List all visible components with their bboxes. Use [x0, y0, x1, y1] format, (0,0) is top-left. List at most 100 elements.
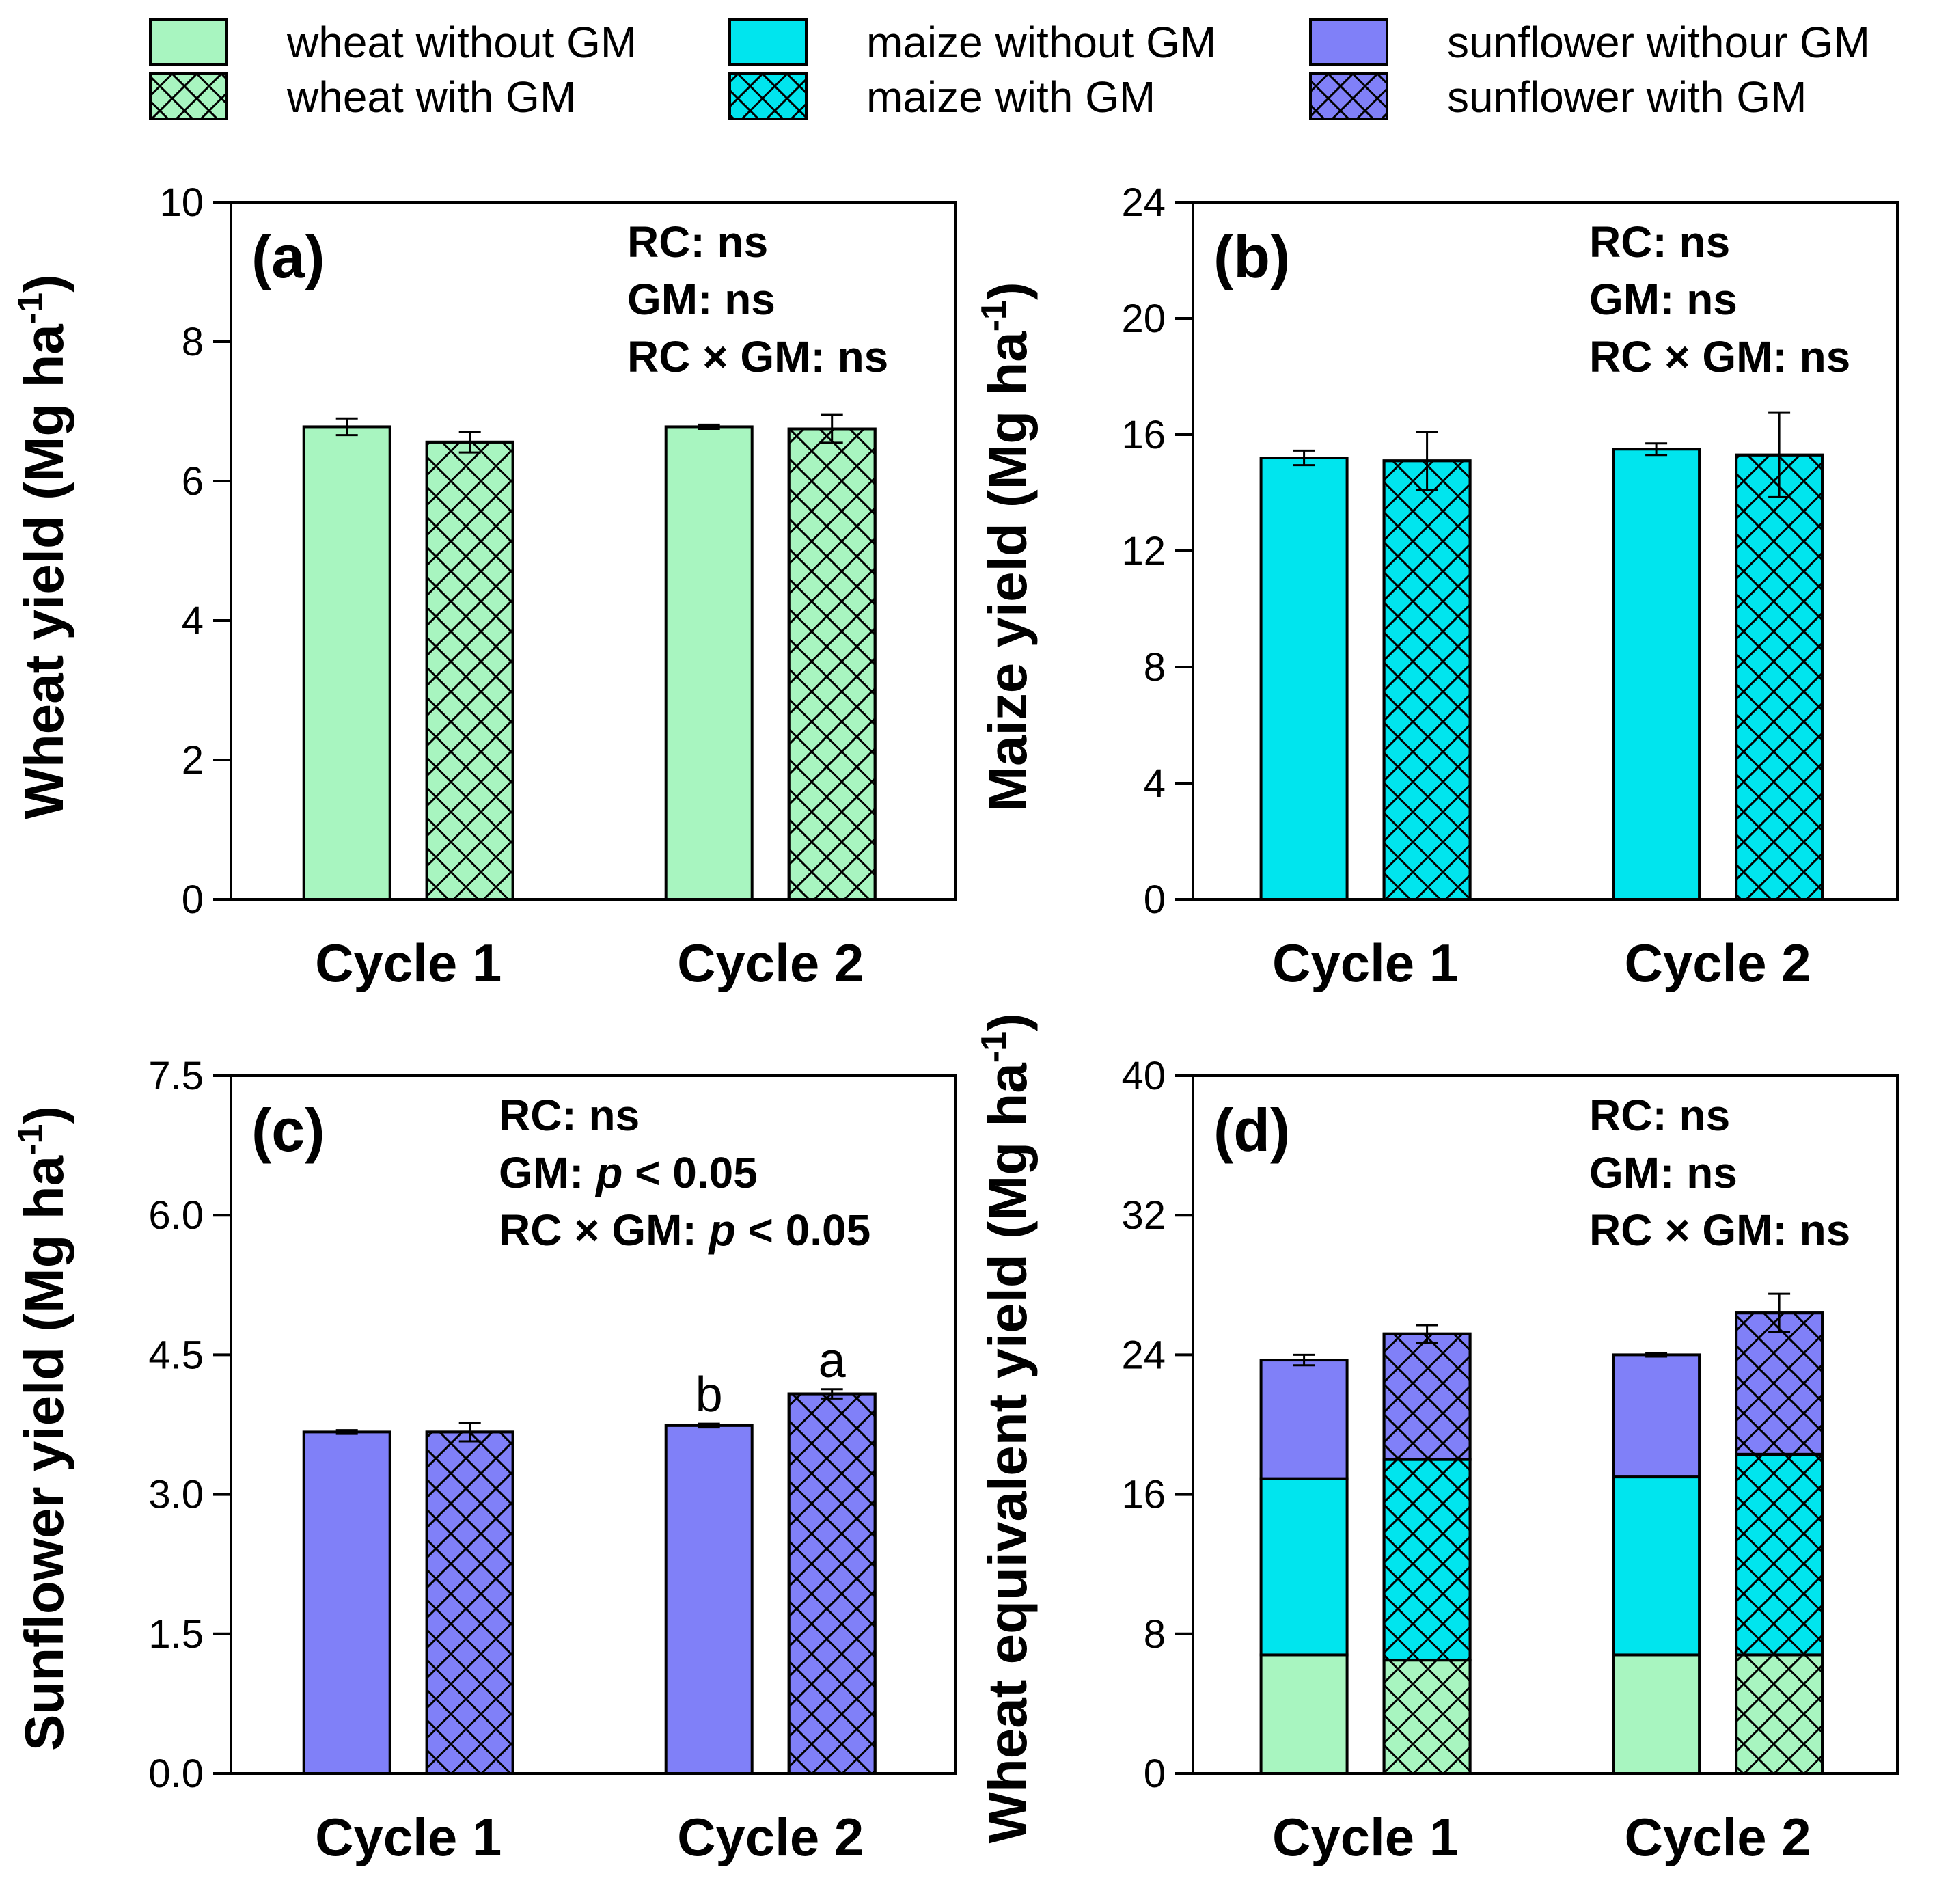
plot-frame — [1192, 1074, 1899, 1775]
y-tick-label: 0 — [182, 878, 204, 922]
x-category-label: Cycle 2 — [1624, 933, 1811, 993]
bar-hatch — [1382, 459, 1472, 901]
bar — [664, 1424, 754, 1775]
stat-text-main: GM: — [499, 1148, 596, 1197]
bar-hatch — [425, 440, 514, 901]
y-tick-label: 32 — [1121, 1193, 1166, 1238]
y-axis-label: Sunflower yield (Mg ha-1) — [11, 1106, 74, 1751]
stat-line: GM: ns — [1589, 1148, 1737, 1197]
stat-text-main: RC: ns — [1589, 1091, 1730, 1140]
y-tick-label: 4 — [1144, 761, 1166, 806]
stack-segment-hatch — [1382, 1332, 1472, 1461]
y-tick-label: 0.0 — [148, 1752, 204, 1796]
stack-segment-wheat — [1612, 1653, 1701, 1775]
stat-line: GM: ns — [627, 275, 775, 324]
stack-segment-hatch — [1735, 1452, 1824, 1657]
legend-swatch-hatch — [1309, 72, 1388, 120]
y-axis-label-end: ) — [14, 274, 74, 293]
stat-line: RC × GM: ns — [1589, 1206, 1850, 1255]
y-tick-label: 6 — [182, 459, 204, 504]
stat-tail: < 0.05 — [622, 1148, 758, 1197]
y-tick-label: 4 — [182, 599, 204, 643]
y-axis-label-end: ) — [14, 1106, 74, 1124]
y-tick-label: 6.0 — [148, 1193, 204, 1238]
bar-hatch — [787, 1392, 877, 1776]
y-axis-label-end: ) — [977, 1013, 1038, 1031]
panel-label: (b) — [1213, 223, 1290, 290]
stack-segment-wheat — [1259, 1653, 1349, 1775]
stat-line: GM: ns — [1589, 275, 1737, 324]
stat-text-main: RC × GM: ns — [1589, 332, 1850, 381]
stat-text-main: RC × GM: ns — [627, 332, 888, 381]
stat-text-main: GM: ns — [1589, 1148, 1737, 1197]
bar-hatch — [787, 427, 877, 901]
stat-line: RC × GM: ns — [627, 332, 888, 381]
stat-text-main: RC: ns — [627, 217, 768, 267]
legend-label: wheat without GM — [286, 18, 637, 67]
stat-line: GM: p < 0.05 — [499, 1148, 758, 1197]
stat-line: RC: ns — [1589, 217, 1730, 267]
stat-text-main: GM: ns — [1589, 275, 1737, 324]
panel-a: 0 2 4 6 8 10 Wheat yield (Mg ha-1) (a) RC: ns GM:… — [11, 180, 957, 993]
legend-label: sunflower withour GM — [1447, 18, 1870, 67]
y-tick-label: 24 — [1121, 180, 1166, 225]
y-tick-label: 16 — [1121, 413, 1166, 457]
significance-letter: a — [819, 1333, 847, 1388]
y-axis-label-sup: -1 — [11, 293, 51, 324]
legend-swatch — [728, 18, 808, 66]
panel-d: 0 8 16 24 32 40 Wheat equivalent yield (Mg ha-… — [974, 1013, 1899, 1867]
stat-tail: < 0.05 — [736, 1206, 871, 1255]
legend: wheat without GM maize without GM sunflowe… — [149, 18, 1870, 122]
y-axis-label: Wheat yield (Mg ha-1) — [11, 274, 74, 819]
stat-text-main: RC: ns — [499, 1091, 640, 1140]
panel-label: (c) — [251, 1096, 325, 1164]
y-tick-label: 0 — [1144, 1752, 1166, 1796]
stack-segment-hatch — [1382, 1458, 1472, 1662]
y-axis-label: Wheat equivalent yield (Mg ha-1) — [974, 1013, 1038, 1843]
stat-p: p — [708, 1206, 736, 1255]
legend-label: maize with GM — [866, 72, 1155, 122]
stat-line: RC: ns — [499, 1091, 640, 1140]
stat-line: RC × GM: p < 0.05 — [499, 1206, 870, 1255]
y-tick-label: 4.5 — [148, 1333, 204, 1377]
legend-swatch — [1309, 18, 1388, 66]
plot-frame — [230, 201, 957, 901]
y-tick-label: 8 — [1144, 1612, 1166, 1657]
legend-label: sunflower with GM — [1447, 72, 1807, 122]
bar-hatch — [1735, 453, 1824, 901]
stat-text-main: GM: ns — [627, 275, 775, 324]
y-tick-label: 16 — [1121, 1473, 1166, 1517]
bar — [1612, 448, 1701, 901]
stack-segment-sunflower — [1259, 1359, 1349, 1480]
panel-b: 0 4 8 12 16 20 24 Maize yield (Mg ha-1) (b) RC: n… — [974, 180, 1899, 993]
legend-swatch-hatch — [728, 72, 808, 120]
stack-segment-maize — [1612, 1475, 1701, 1657]
stack-segment-hatch — [1735, 1653, 1824, 1775]
y-axis-label-sup: -1 — [11, 1124, 51, 1156]
y-axis-label-sup: -1 — [974, 1031, 1014, 1063]
y-tick-label: 40 — [1121, 1054, 1166, 1098]
stat-line: RC: ns — [1589, 1091, 1730, 1140]
y-axis-label-main: Maize yield (Mg ha — [977, 331, 1038, 812]
stat-text-main: RC × GM: ns — [1589, 1206, 1850, 1255]
y-tick-label: 20 — [1121, 297, 1166, 341]
panel-c: 0.0 1.5 3.0 4.5 6.0 7.5 Sunflower yield (Mg ha… — [11, 1054, 957, 1867]
y-tick-label: 8 — [1144, 645, 1166, 690]
x-category-label: Cycle 1 — [315, 1807, 502, 1867]
x-category-label: Cycle 2 — [677, 933, 864, 993]
bar — [302, 1430, 391, 1775]
y-tick-label: 7.5 — [148, 1054, 204, 1098]
x-category-label: Cycle 2 — [677, 1807, 864, 1867]
panel-label: (a) — [251, 223, 325, 290]
y-tick-label: 12 — [1121, 529, 1166, 573]
stack-segment-sunflower — [1612, 1353, 1701, 1479]
y-axis-label-end: ) — [977, 282, 1038, 300]
stat-line: RC × GM: ns — [1589, 332, 1850, 381]
y-tick-label: 2 — [182, 738, 204, 783]
x-category-label: Cycle 1 — [315, 933, 502, 993]
legend-swatch-hatch — [149, 72, 228, 120]
y-axis-label-main: Wheat equivalent yield (Mg ha — [977, 1063, 1038, 1844]
panel-label: (d) — [1213, 1096, 1290, 1164]
y-tick-label: 10 — [159, 180, 204, 225]
x-category-label: Cycle 1 — [1272, 1807, 1459, 1867]
